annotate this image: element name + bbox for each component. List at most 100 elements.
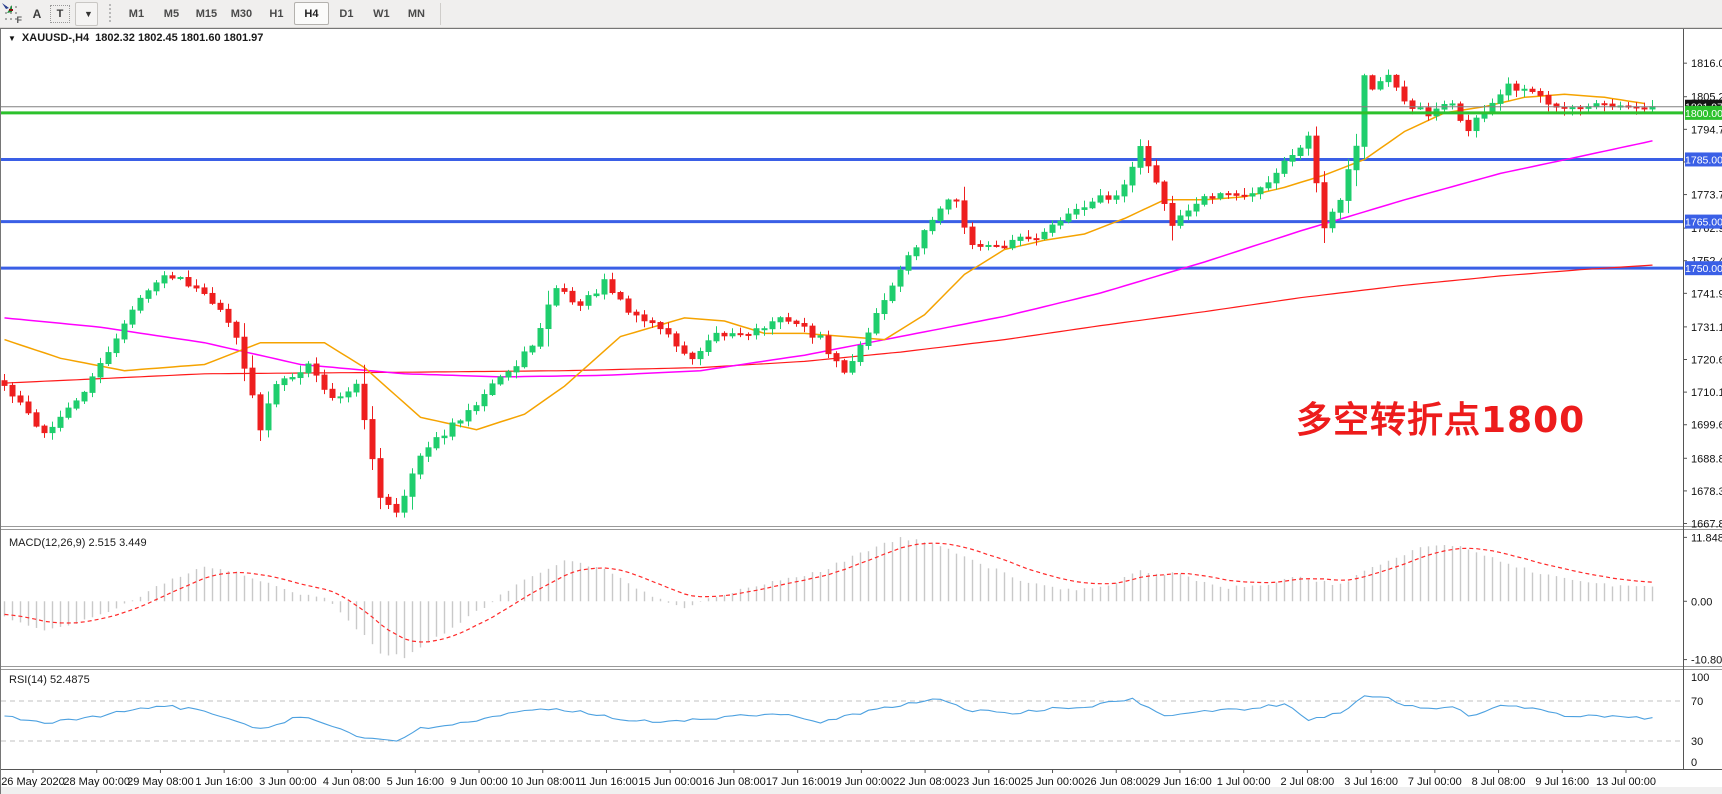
bull-candle-body xyxy=(1569,107,1576,110)
bull-candle-body xyxy=(113,338,120,354)
price-tick-label: 1699.60 xyxy=(1691,420,1722,432)
bear-candle-body xyxy=(689,352,696,360)
price-axis[interactable]: 1816.001805.201794.701784.201773.701762.… xyxy=(1683,29,1722,769)
bear-candle-body xyxy=(329,388,336,398)
bear-candle-body xyxy=(1001,245,1008,249)
tf-button-H4[interactable]: H4 xyxy=(293,2,329,25)
bear-candle-body xyxy=(841,360,848,373)
bull-candle-body xyxy=(545,304,552,330)
bull-candle-body xyxy=(593,293,600,297)
arrows-tool-button[interactable]: ▼ xyxy=(2,1,98,26)
bull-candle-body xyxy=(129,309,136,325)
rsi-tick-label: 0 xyxy=(1691,757,1697,769)
bear-candle-body xyxy=(233,321,240,338)
bear-candle-body xyxy=(969,226,976,246)
bull-candle-body xyxy=(881,300,888,315)
bull-candle-body xyxy=(857,345,864,363)
bull-candle-body xyxy=(1497,94,1504,104)
time-tick-label: 3 Jun 00:00 xyxy=(259,776,317,788)
text-frame-tool-button[interactable]: T xyxy=(50,4,70,23)
bull-candle-body xyxy=(985,244,992,247)
bear-candle-body xyxy=(649,320,656,324)
snap-grid-icon[interactable]: F xyxy=(4,5,22,25)
price-chart-canvas[interactable]: 1816.001805.201794.701784.201773.701762.… xyxy=(1,29,1722,794)
tf-button-M1[interactable]: M1 xyxy=(128,7,145,20)
bear-candle-body xyxy=(1105,195,1112,200)
bull-candle-body xyxy=(265,403,272,431)
bull-candle-body xyxy=(433,437,440,449)
tf-button-W1[interactable]: W1 xyxy=(373,7,390,20)
macd-name: MACD(12,26,9) xyxy=(9,537,86,549)
rsi-value: 52.4875 xyxy=(49,674,90,686)
tf-button-D1[interactable]: D1 xyxy=(339,7,354,20)
bull-candle-body xyxy=(1073,208,1080,215)
macd-pane[interactable] xyxy=(3,537,1654,659)
bull-candle-body xyxy=(937,208,944,221)
bull-candle-body xyxy=(897,269,904,287)
tf-button-M15[interactable]: M15 xyxy=(195,7,218,20)
bull-candle-body xyxy=(1137,146,1144,168)
text-label-tool-button[interactable]: A xyxy=(32,6,42,21)
tf-button-H1[interactable]: H1 xyxy=(269,7,284,20)
bull-candle-body xyxy=(1041,231,1048,240)
chart-symbol-label: XAUUSD-,H4 xyxy=(21,32,90,44)
bear-candle-body xyxy=(385,496,392,505)
bull-candle-body xyxy=(585,295,592,306)
time-tick-label: 7 Jul 00:00 xyxy=(1408,776,1462,788)
bull-candle-body xyxy=(1329,211,1336,229)
time-tick-label: 9 Jul 16:00 xyxy=(1535,776,1589,788)
bull-candle-body xyxy=(777,317,784,323)
tf-button-M5[interactable]: M5 xyxy=(163,7,180,20)
bear-candle-body xyxy=(241,336,248,369)
toolbar: F A T ▼ M1 M5 M15 M30 H1 H4 D1 W1 MN xyxy=(0,0,1722,28)
bull-candle-body xyxy=(761,328,768,331)
bull-candle-body xyxy=(289,377,296,380)
bull-candle-body xyxy=(1097,195,1104,203)
rsi-pane-label: RSI(14) 52.4875 xyxy=(9,674,90,686)
grid-dots-icon xyxy=(5,5,17,20)
price-tick-label: 1678.30 xyxy=(1691,486,1722,498)
chart-collapse-icon[interactable]: ▼ xyxy=(8,33,16,43)
bull-candle-body xyxy=(481,394,488,407)
fast-ma-line[interactable] xyxy=(4,93,1645,431)
time-tick-label: 3 Jul 16:00 xyxy=(1344,776,1398,788)
bear-candle-body xyxy=(657,322,664,330)
bear-candle-body xyxy=(681,345,688,354)
toolbar-drag-handle[interactable] xyxy=(107,3,113,24)
hline-1785.00-box xyxy=(1685,152,1722,167)
bear-candle-body xyxy=(1465,119,1472,132)
bear-candle-body xyxy=(745,333,752,336)
time-tick-label: 4 Jun 08:00 xyxy=(323,776,381,788)
bull-candle-body xyxy=(889,285,896,302)
tf-button-M30[interactable]: M30 xyxy=(230,7,253,20)
tf-button-MN[interactable]: MN xyxy=(407,7,425,20)
bull-candle-body xyxy=(713,332,720,342)
bull-candle-body xyxy=(1361,75,1368,147)
slow-ma-line[interactable] xyxy=(4,264,1653,384)
bull-candle-body xyxy=(705,340,712,353)
time-tick-label: 2 Jul 08:00 xyxy=(1280,776,1334,788)
macd-signal-line xyxy=(4,542,1653,643)
horizontal-lines-layer xyxy=(1,157,1683,270)
bull-candle-body xyxy=(1081,207,1088,210)
bear-candle-body xyxy=(249,367,256,396)
rsi-pane[interactable] xyxy=(1,695,1683,742)
bear-candle-body xyxy=(569,290,576,303)
price-tick-label: 1816.00 xyxy=(1691,58,1722,70)
bull-candle-body xyxy=(497,376,504,385)
bear-candle-body xyxy=(201,287,208,294)
hline-1765.00-label: 1765.00 xyxy=(1685,217,1722,229)
bull-candle-body xyxy=(273,384,280,405)
bear-candle-body xyxy=(953,199,960,202)
bear-candle-body xyxy=(41,425,48,434)
price-tick-label: 1710.10 xyxy=(1691,387,1722,399)
bull-candle-body xyxy=(849,361,856,373)
bear-candle-body xyxy=(1153,165,1160,183)
bull-candle-body xyxy=(1257,187,1264,195)
bull-candle-body xyxy=(1193,203,1200,212)
bull-candle-body xyxy=(73,400,80,409)
bull-candle-body xyxy=(465,410,472,422)
rsi-tick-label: 70 xyxy=(1691,696,1703,708)
bear-candle-body xyxy=(1601,103,1608,106)
